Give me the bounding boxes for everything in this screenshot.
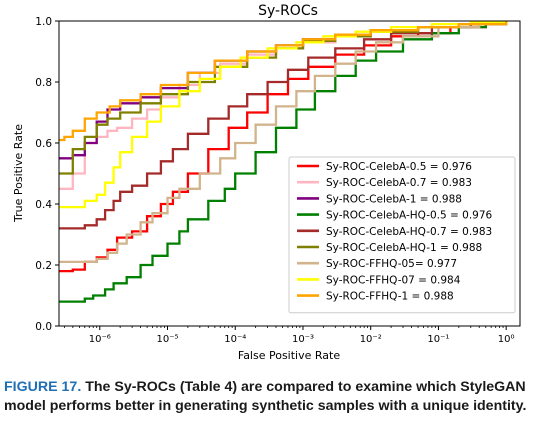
plot-frame	[58, 20, 521, 327]
legend-label-5: Sy-ROC-CelebA-HQ-1 = 0.988	[326, 242, 482, 254]
series-line-4	[59, 21, 508, 230]
x-tick-label-2: 10⁻⁴	[224, 334, 246, 345]
x-axis-label: False Positive Rate	[238, 349, 340, 362]
y-tick-label-0: 0.0	[35, 321, 52, 333]
figure-caption-text: The Sy-ROCs (Table 4) are compared to ex…	[4, 379, 527, 414]
series-line-2	[59, 21, 508, 160]
x-tick-label-1: 10⁻⁵	[157, 334, 179, 345]
x-tick-label-3: 10⁻³	[292, 334, 314, 345]
legend-label-0: Sy-ROC-CelebA-0.5 = 0.976	[326, 161, 472, 173]
legend-label-7: Sy-ROC-FFHQ-07 = 0.984	[326, 274, 461, 286]
x-axis: 10⁻⁶ 10⁻⁵ 10⁻⁴ 10⁻³ 10⁻² 10⁻¹ 10⁰	[63, 326, 515, 345]
x-tick-label-0: 10⁻⁶	[89, 334, 111, 345]
series-line-8	[59, 21, 508, 142]
y-tick-label-5: 1.0	[35, 16, 52, 28]
legend-label-3: Sy-ROC-CelebA-HQ-0.5 = 0.976	[326, 210, 493, 222]
series-line-5	[59, 21, 508, 175]
x-tick-label-5: 10⁻¹	[427, 334, 449, 345]
y-axis-label: True Positive Rate	[12, 124, 25, 223]
x-tick-label-6: 10⁰	[498, 334, 515, 345]
y-tick-label-4: 0.8	[35, 77, 52, 89]
legend-label-2: Sy-ROC-CelebA-1 = 0.988	[326, 193, 462, 205]
y-tick-label-3: 0.6	[35, 138, 52, 150]
figure-label: FIGURE 17.	[4, 379, 82, 395]
legend-label-8: Sy-ROC-FFHQ-1 = 0.988	[326, 291, 454, 303]
y-tick-label-1: 0.2	[35, 260, 52, 272]
legend-box	[288, 156, 516, 314]
x-tick-label-4: 10⁻²	[360, 334, 382, 345]
y-tick-label-2: 0.4	[35, 199, 52, 211]
legend: Sy-ROC-CelebA-0.5 = 0.976 Sy-ROC-CelebA-0…	[288, 156, 516, 314]
legend-label-6: Sy-ROC-FFHQ-05= 0.977	[326, 258, 457, 270]
series-line-6	[59, 21, 508, 264]
legend-label-1: Sy-ROC-CelebA-0.7 = 0.983	[326, 177, 472, 189]
series-layer	[59, 21, 508, 303]
roc-chart: Sy-ROCs 10⁻⁶ 10⁻⁵ 10⁻⁴ 10⁻³ 10⁻² 10⁻¹ 10⁰ 0.00…	[12, 3, 521, 362]
chart-title: Sy-ROCs	[258, 3, 318, 19]
legend-label-4: Sy-ROC-CelebA-HQ-0.7 = 0.983	[326, 226, 492, 238]
figure-caption: FIGURE 17. The Sy-ROCs (Table 4) are com…	[4, 378, 534, 416]
y-axis: 0.0 0.2 0.4 0.6 0.8 1.0	[35, 16, 59, 333]
